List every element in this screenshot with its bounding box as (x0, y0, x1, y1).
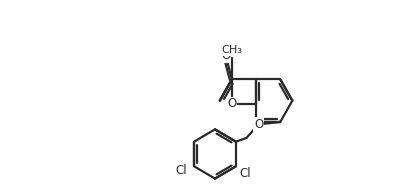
Text: O: O (227, 98, 237, 110)
Text: CH₃: CH₃ (221, 45, 243, 55)
Text: O: O (254, 118, 263, 131)
Text: O: O (221, 49, 230, 62)
Text: Cl: Cl (175, 164, 187, 177)
Text: Cl: Cl (239, 167, 251, 180)
